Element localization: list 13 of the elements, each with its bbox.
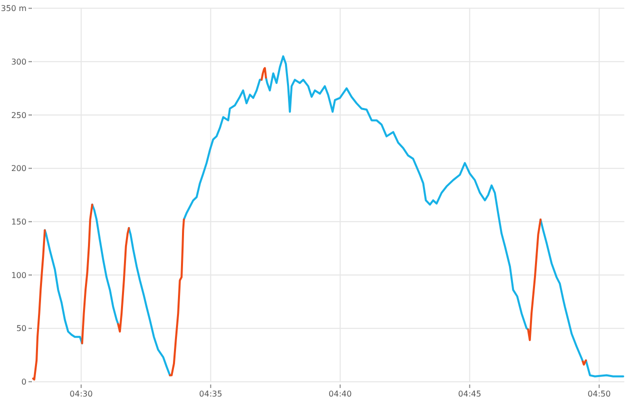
x-tick-label: 04:50 [588, 390, 611, 398]
y-tick-label: 300 [11, 57, 26, 66]
y-tick-label: 250 [11, 110, 26, 120]
y-tick-label: 0 [21, 378, 26, 386]
y-tick-label: 50 [16, 324, 26, 334]
x-tick-label: 04:40 [328, 390, 352, 398]
y-tick-label: 200 [11, 164, 26, 174]
x-tick-label: 04:45 [458, 390, 482, 398]
y-tick-label: 100 [11, 270, 26, 280]
x-tick-label: 04:30 [70, 390, 93, 398]
y-tick-label: 150 [11, 217, 26, 226]
y-tick-label: 350 m [0, 4, 27, 14]
x-tick-label: 04:35 [199, 390, 222, 398]
